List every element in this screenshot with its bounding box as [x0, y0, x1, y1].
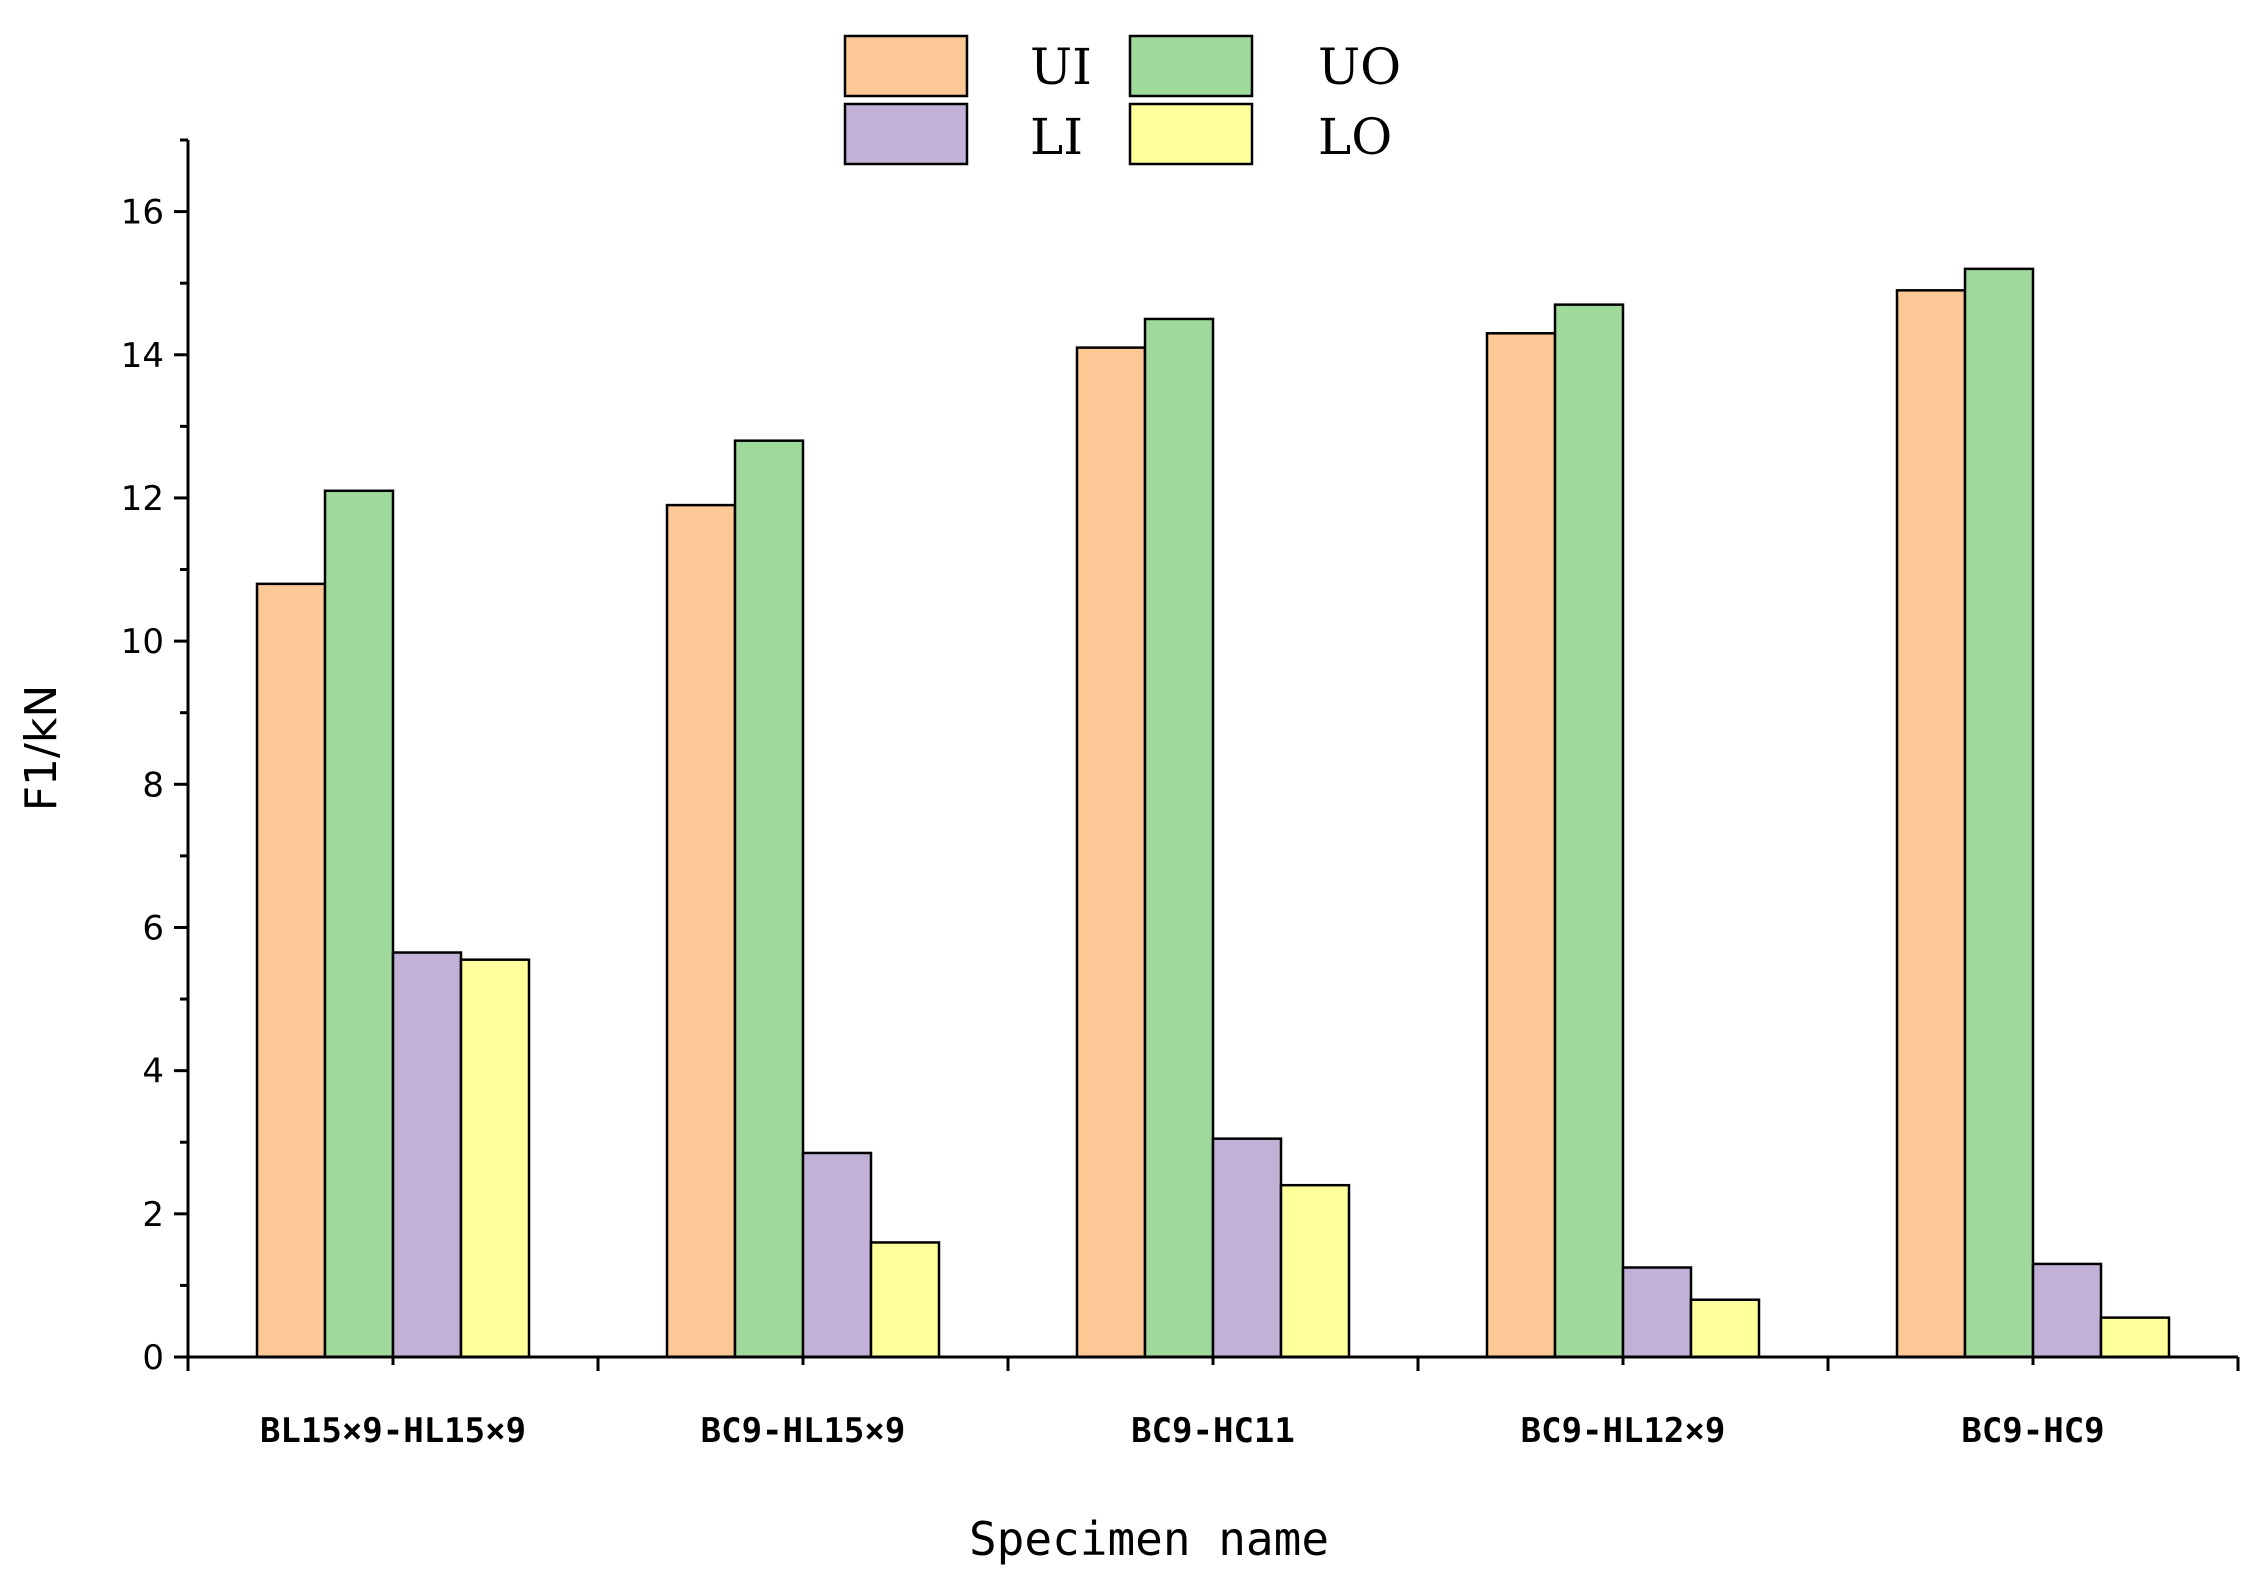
legend-label-li: LI: [1030, 108, 1083, 166]
y-axis-title: F1/kN: [16, 685, 67, 812]
x-tick-label: BC9-HC11: [1131, 1411, 1295, 1451]
legend-label-lo: LO: [1318, 108, 1392, 166]
x-tick-label: BL15×9-HL15×9: [260, 1411, 526, 1451]
bar-uo-1: [323, 489, 395, 1359]
legend-swatch-ui: [843, 34, 969, 98]
legend-swatch-li: [843, 102, 969, 166]
legend-label-ui: UI: [1030, 38, 1092, 96]
bar-li-1: [391, 951, 463, 1359]
legend: UI UO LI LO: [843, 34, 1401, 166]
y-tick-label: 14: [121, 336, 164, 376]
bar-uo-4: [1553, 303, 1625, 1359]
y-tick-label: 12: [121, 479, 164, 519]
legend-label-uo: UO: [1318, 38, 1401, 96]
bar-lo-4: [1689, 1298, 1761, 1359]
bar-lo-5: [2099, 1316, 2171, 1359]
bar-lo-1: [459, 958, 531, 1359]
bar-uo-3: [1143, 317, 1215, 1359]
y-tick-label: 2: [142, 1195, 164, 1235]
bar-li-4: [1621, 1266, 1693, 1359]
bar-ui-4: [1485, 332, 1557, 1359]
x-tick-label: BC9-HC9: [1961, 1411, 2104, 1451]
y-tick-label: 16: [121, 193, 164, 233]
bar-li-5: [2031, 1262, 2103, 1359]
bar-ui-3: [1075, 346, 1147, 1359]
bar-uo-5: [1963, 267, 2035, 1359]
y-tick-label: 4: [142, 1052, 164, 1092]
bar-li-2: [801, 1151, 873, 1359]
y-tick-label: 6: [142, 908, 164, 948]
bar-li-3: [1211, 1137, 1283, 1359]
x-tick-label: BC9-HL15×9: [701, 1411, 906, 1451]
bars: [255, 267, 2171, 1359]
axes: 0 2 4 6 8 10 12 14 16 BL15×9-HL15×9 BC9-HL15×9 BC9-…: [121, 138, 2240, 1451]
legend-swatch-uo: [1128, 34, 1254, 98]
y-tick-label: 0: [142, 1338, 164, 1378]
legend-swatch-lo: [1128, 102, 1254, 166]
bar-ui-2: [665, 503, 737, 1359]
bar-uo-2: [733, 439, 805, 1359]
y-tick-label: 10: [121, 622, 164, 662]
bar-lo-2: [869, 1241, 941, 1359]
bar-lo-3: [1279, 1183, 1351, 1359]
y-tick-label: 8: [142, 765, 164, 805]
bar-ui-1: [255, 582, 327, 1359]
bar-ui-5: [1895, 289, 1967, 1359]
x-axis-title: Specimen name: [969, 1512, 1329, 1566]
x-tick-label: BC9-HL12×9: [1521, 1411, 1726, 1451]
